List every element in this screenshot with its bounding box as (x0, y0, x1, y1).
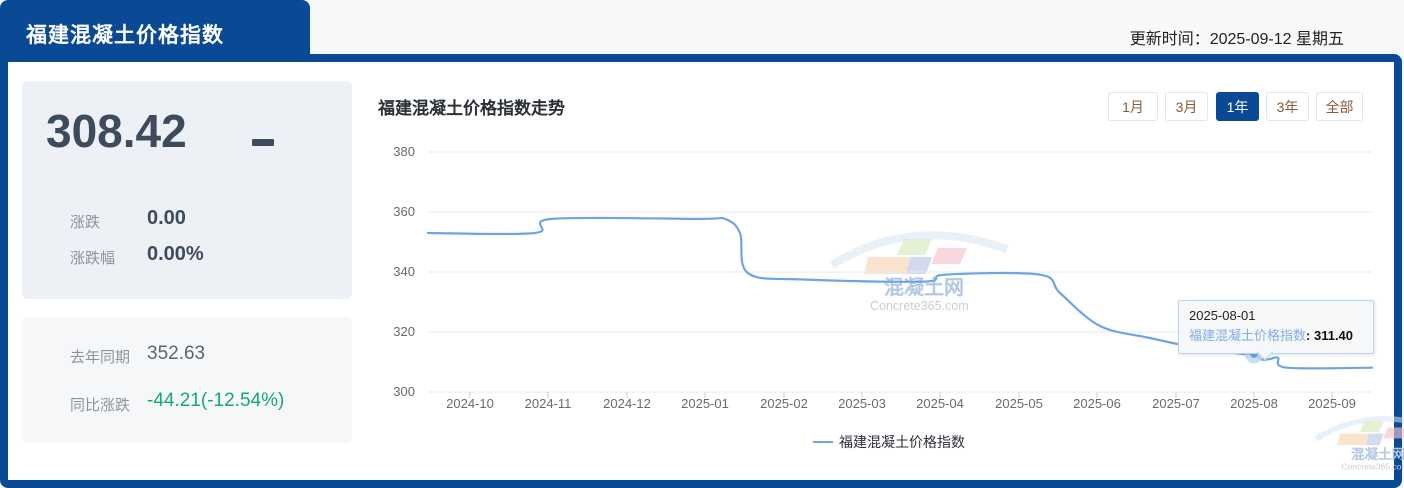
svg-text:2025-02: 2025-02 (760, 396, 808, 411)
svg-text:2024-10: 2024-10 (446, 396, 494, 411)
svg-text:340: 340 (393, 264, 415, 279)
svg-text:2025-04: 2025-04 (916, 396, 964, 411)
svg-text:2025-03: 2025-03 (838, 396, 886, 411)
svg-text:2024-12: 2024-12 (603, 396, 651, 411)
svg-text:320: 320 (393, 324, 415, 339)
svg-text:2025-05: 2025-05 (995, 396, 1043, 411)
svg-text:2024-11: 2024-11 (525, 396, 572, 411)
svg-text:2025-07: 2025-07 (1152, 396, 1200, 411)
svg-text:2025-09: 2025-09 (1308, 396, 1356, 411)
svg-text:380: 380 (393, 144, 415, 159)
svg-text:2025-01: 2025-01 (681, 396, 729, 411)
svg-text:2025-06: 2025-06 (1073, 396, 1121, 411)
svg-text:300: 300 (393, 384, 415, 399)
svg-text:360: 360 (393, 204, 415, 219)
svg-text:2025-08: 2025-08 (1230, 396, 1278, 411)
